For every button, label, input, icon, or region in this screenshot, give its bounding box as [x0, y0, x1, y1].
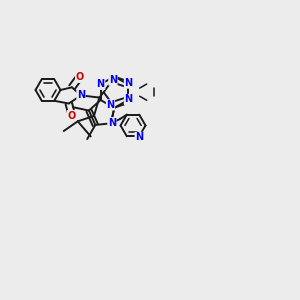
Text: N: N — [124, 94, 133, 104]
Text: N: N — [106, 100, 115, 110]
Text: N: N — [97, 79, 105, 89]
Text: N: N — [108, 118, 116, 128]
Text: N: N — [124, 78, 133, 88]
Text: O: O — [76, 72, 84, 82]
Text: O: O — [68, 110, 76, 121]
Text: N: N — [109, 75, 117, 85]
Text: N: N — [135, 133, 143, 142]
Text: N: N — [77, 90, 85, 100]
